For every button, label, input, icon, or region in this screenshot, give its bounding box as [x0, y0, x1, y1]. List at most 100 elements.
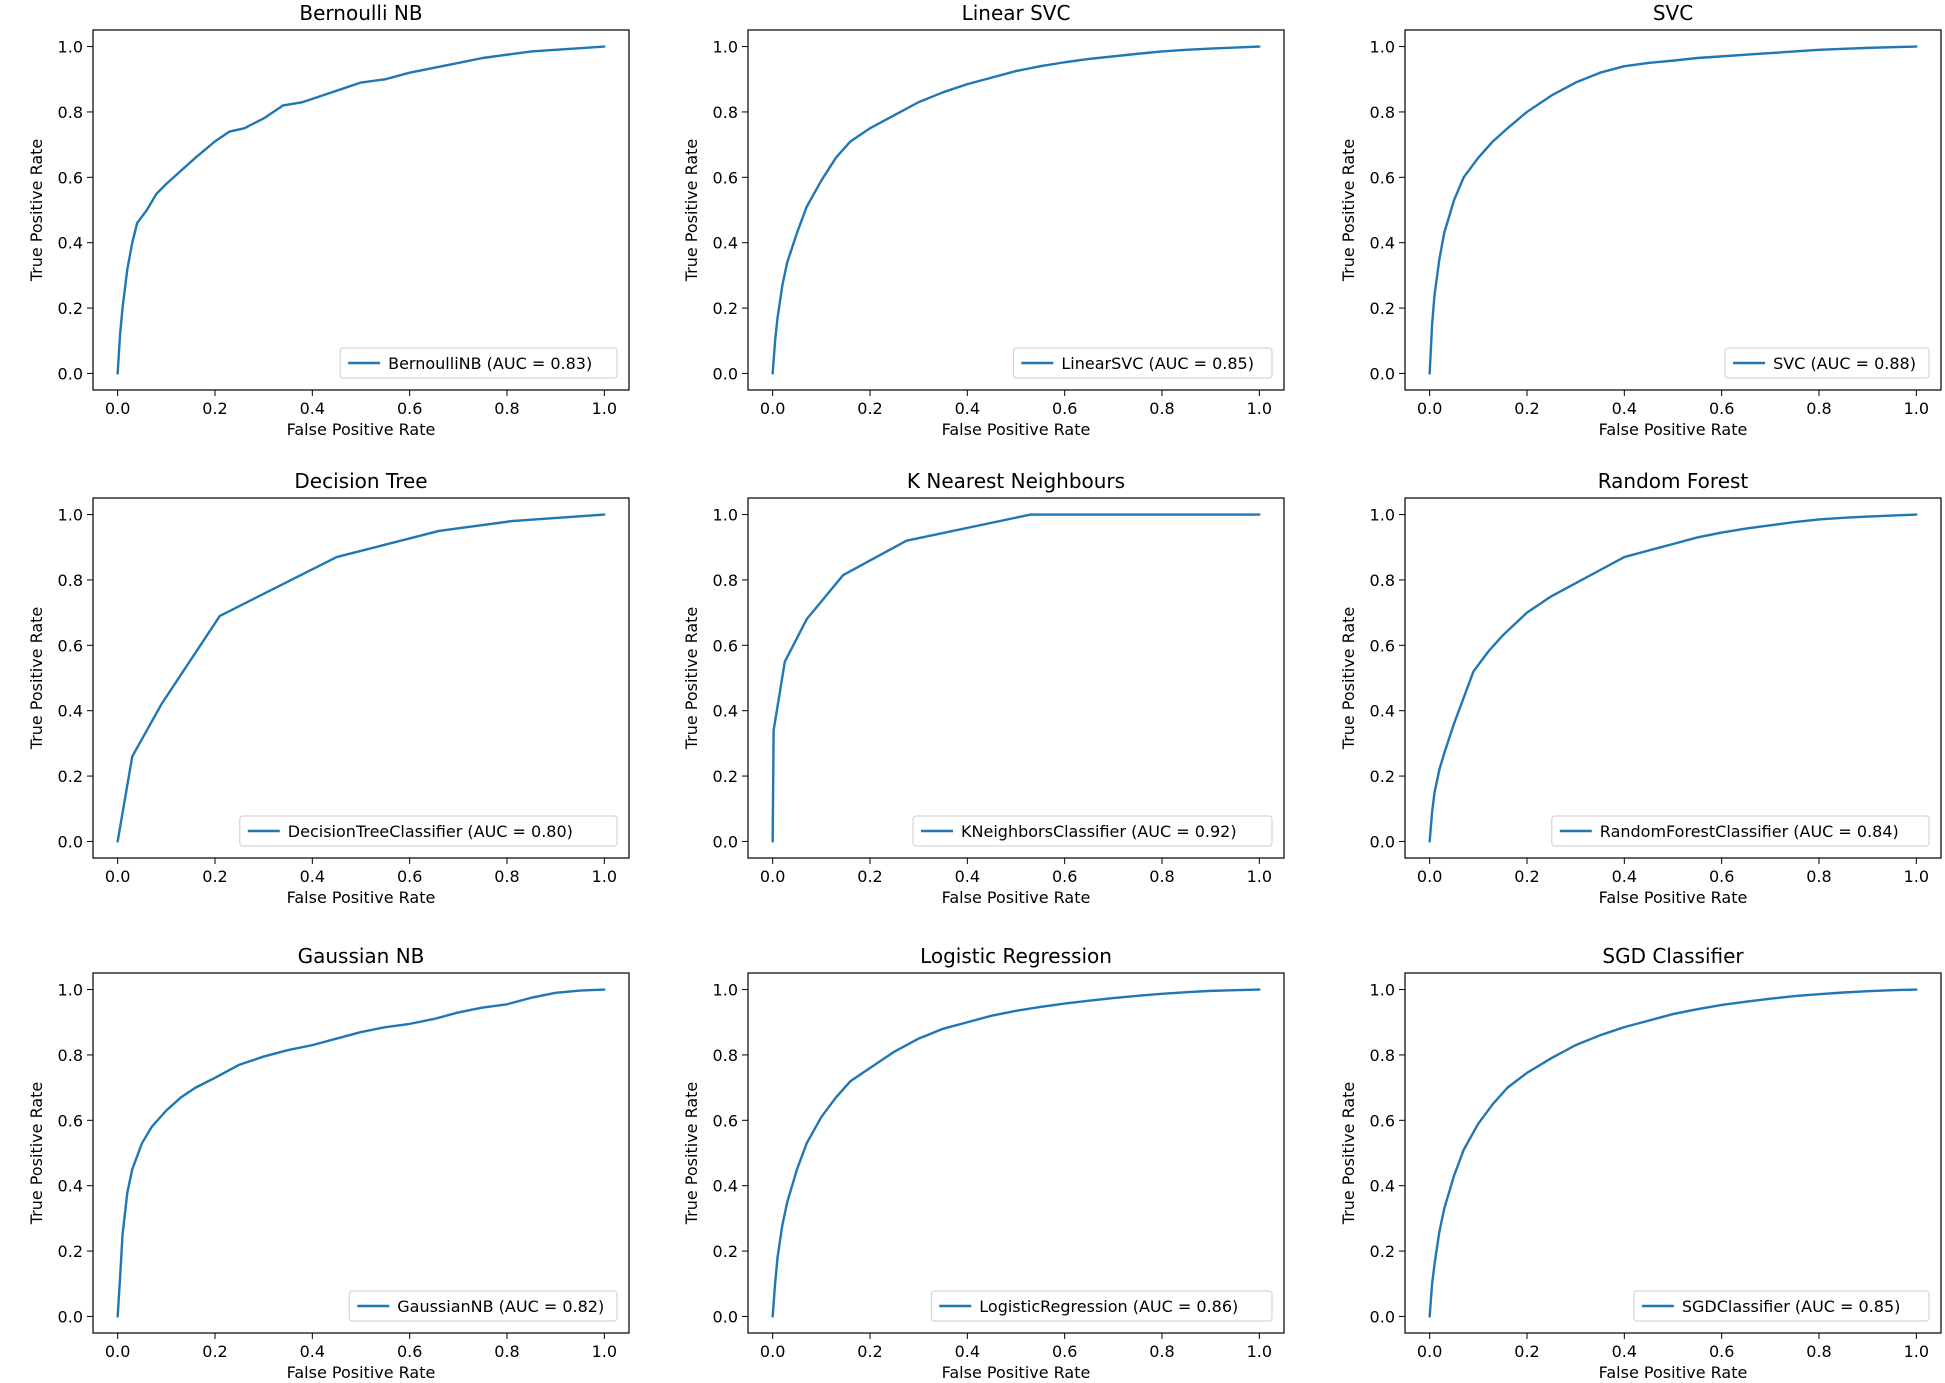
x-tick-label: 0.0: [105, 1342, 130, 1361]
x-tick-label: 0.8: [494, 1342, 519, 1361]
legend: KNeighborsClassifier (AUC = 0.92): [912, 815, 1273, 847]
x-axis-label: False Positive Rate: [287, 1363, 436, 1382]
legend: SGDClassifier (AUC = 0.85): [1633, 1290, 1930, 1322]
x-tick-label: 1.0: [592, 1342, 617, 1361]
subplot-title: SGD Classifier: [1602, 944, 1744, 968]
legend-box: [1633, 1290, 1930, 1322]
y-tick-label: 0.8: [713, 571, 738, 590]
x-tick-label: 1.0: [592, 399, 617, 418]
y-tick-label: 0.8: [713, 103, 738, 122]
x-tick-label: 0.2: [1514, 867, 1539, 886]
y-tick-label: 0.2: [1370, 767, 1395, 786]
y-tick-label: 0.6: [1370, 636, 1395, 655]
x-tick-label: 0.6: [397, 399, 422, 418]
x-tick-label: 0.6: [397, 867, 422, 886]
y-tick-label: 1.0: [713, 981, 738, 1000]
subplot-title: Gaussian NB: [298, 944, 425, 968]
x-tick-label: 0.8: [1149, 1342, 1174, 1361]
subplot-3: SVC 0.0 0.2 0.4 0.6 0.8 1.0 0.0 0.2 0.4 0.6 0.8 1.0 F…: [1339, 1, 1942, 439]
roc-curve-line: [771, 45, 1261, 375]
y-tick-label: 1.0: [1370, 506, 1395, 525]
subplot-title: Bernoulli NB: [299, 1, 422, 25]
x-tick-label: 0.0: [105, 399, 130, 418]
x-tick-label: 1.0: [1904, 1342, 1929, 1361]
legend-box: [1724, 347, 1930, 379]
y-tick-label: 0.6: [713, 636, 738, 655]
x-axis-label: False Positive Rate: [287, 888, 436, 907]
y-tick-label: 0.8: [1370, 103, 1395, 122]
x-tick-label: 0.6: [397, 1342, 422, 1361]
y-tick-label: 1.0: [713, 38, 738, 57]
y-tick-label: 0.0: [1370, 832, 1395, 851]
subplot-title: SVC: [1653, 1, 1693, 25]
x-tick-label: 0.2: [202, 399, 227, 418]
y-tick-label: 0.0: [713, 364, 738, 383]
x-tick-label: 0.2: [202, 1342, 227, 1361]
x-tick-label: 1.0: [1247, 1342, 1272, 1361]
x-tick-label: 0.4: [300, 867, 325, 886]
legend-box: [930, 1290, 1273, 1322]
x-tick-label: 1.0: [1904, 399, 1929, 418]
y-tick-label: 0.6: [713, 1111, 738, 1130]
y-tick-label: 1.0: [1370, 38, 1395, 57]
subplot-2: Linear SVC 0.0 0.2 0.4 0.6 0.8 1.0 0.0 0.2 0.4 0.6…: [682, 1, 1285, 439]
x-tick-label: 0.8: [1149, 399, 1174, 418]
y-tick-label: 0.4: [58, 234, 83, 253]
y-tick-label: 0.0: [58, 1307, 83, 1326]
x-tick-label: 0.6: [1052, 1342, 1077, 1361]
roc-curve-line: [1428, 513, 1918, 843]
x-tick-label: 0.6: [1709, 1342, 1734, 1361]
y-tick-label: 0.0: [713, 832, 738, 851]
y-tick-label: 0.6: [713, 168, 738, 187]
axes-frame: [92, 972, 630, 1334]
roc-curve-line: [1428, 988, 1918, 1318]
x-tick-label: 0.8: [1806, 1342, 1831, 1361]
x-tick-label: 0.0: [105, 867, 130, 886]
roc-curve-line: [116, 45, 606, 375]
y-axis-label: True Positive Rate: [27, 1082, 46, 1226]
y-tick-label: 0.2: [713, 767, 738, 786]
x-tick-label: 0.2: [857, 867, 882, 886]
x-tick-label: 0.4: [1612, 399, 1637, 418]
x-tick-label: 1.0: [1247, 399, 1272, 418]
roc-curve-line: [116, 988, 606, 1318]
subplot-8: Logistic Regression 0.0 0.2 0.4 0.6 0.8 1.0 0.0…: [682, 944, 1285, 1382]
x-tick-label: 0.6: [1052, 867, 1077, 886]
x-tick-label: 0.0: [760, 867, 785, 886]
y-tick-label: 0.4: [58, 1177, 83, 1196]
legend-label: KNeighborsClassifier (AUC = 0.92): [961, 822, 1237, 841]
axes-frame: [1404, 972, 1942, 1334]
roc-curve-line: [771, 513, 1261, 843]
y-tick-label: 0.6: [58, 1111, 83, 1130]
x-tick-label: 0.6: [1709, 399, 1734, 418]
x-axis-label: False Positive Rate: [942, 420, 1091, 439]
x-tick-label: 0.4: [955, 399, 980, 418]
legend: LogisticRegression (AUC = 0.86): [930, 1290, 1273, 1322]
x-tick-label: 0.8: [1806, 399, 1831, 418]
x-axis-label: False Positive Rate: [942, 1363, 1091, 1382]
y-tick-label: 0.0: [58, 832, 83, 851]
y-tick-label: 0.8: [58, 571, 83, 590]
x-tick-label: 0.4: [955, 867, 980, 886]
subplot-7: Gaussian NB 0.0 0.2 0.4 0.6 0.8 1.0 0.0 0.2 0.4 0.…: [27, 944, 630, 1382]
axes-frame: [1404, 29, 1942, 391]
x-tick-label: 0.2: [857, 399, 882, 418]
legend: DecisionTreeClassifier (AUC = 0.80): [239, 815, 618, 847]
x-tick-label: 0.4: [955, 1342, 980, 1361]
x-tick-label: 0.4: [1612, 867, 1637, 886]
y-axis-label: True Positive Rate: [27, 139, 46, 283]
x-tick-label: 0.2: [1514, 1342, 1539, 1361]
axes-frame: [92, 29, 630, 391]
legend-label: LinearSVC (AUC = 0.85): [1061, 354, 1254, 373]
y-tick-label: 0.2: [1370, 299, 1395, 318]
x-tick-label: 0.8: [494, 867, 519, 886]
y-tick-label: 0.8: [58, 103, 83, 122]
x-tick-label: 1.0: [1904, 867, 1929, 886]
x-tick-label: 0.6: [1052, 399, 1077, 418]
y-axis-label: True Positive Rate: [1339, 607, 1358, 751]
y-tick-label: 0.0: [1370, 364, 1395, 383]
legend-box: [348, 1290, 618, 1322]
y-tick-label: 0.2: [58, 767, 83, 786]
legend-label: SGDClassifier (AUC = 0.85): [1682, 1297, 1901, 1316]
y-tick-label: 0.6: [58, 168, 83, 187]
